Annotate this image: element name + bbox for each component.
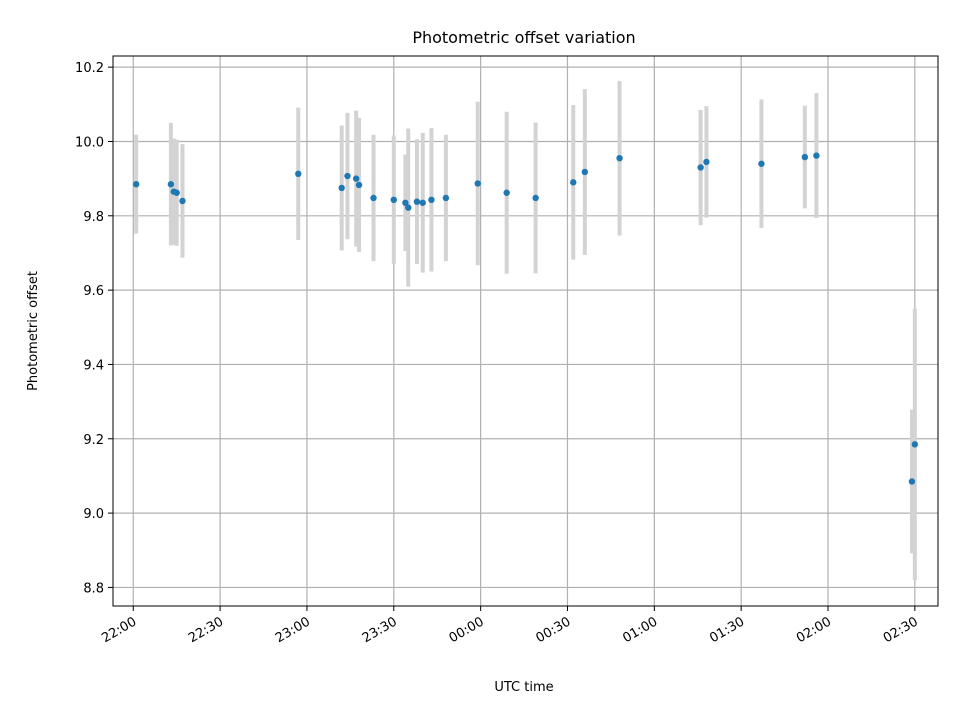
data-point: [370, 194, 377, 202]
data-point: [442, 194, 450, 202]
chart-title: Photometric offset variation: [412, 28, 635, 47]
x-axis-ticks: 22:00 22:30 23:00 23:30 00:00 00:30 01:00 01:30…: [99, 606, 921, 646]
data-point: [179, 197, 186, 205]
x-tick-label: 22:30: [186, 614, 226, 646]
y-tick-label: 10.0: [75, 135, 104, 150]
x-tick-label: 02:30: [881, 614, 921, 646]
data-point: [344, 172, 351, 180]
data-point: [413, 198, 421, 205]
data-point: [532, 194, 539, 202]
x-tick-label: 22:00: [99, 614, 139, 646]
y-tick-label: 9.8: [83, 210, 104, 225]
data-point: [581, 168, 589, 176]
x-tick-label: 01:00: [620, 614, 660, 646]
data-point: [173, 189, 180, 196]
data-point: [570, 179, 577, 186]
x-tick-label: 00:00: [447, 614, 487, 646]
data-point: [355, 181, 363, 189]
data-point: [703, 158, 710, 166]
data-point: [474, 180, 481, 187]
data-point: [390, 196, 397, 204]
y-tick-label: 9.6: [83, 284, 104, 299]
data-point: [295, 170, 302, 178]
plot-frame: [112, 55, 939, 607]
data-point: [908, 478, 916, 485]
data-point: [616, 154, 623, 162]
data-point: [428, 196, 435, 204]
y-tick-label: 9.2: [83, 433, 104, 448]
data-point: [352, 175, 360, 182]
y-axis-label: Photometric offset: [26, 271, 41, 391]
y-axis-ticks: 8.8 9.0 9.2 9.4 9.6 9.8 10.0 10.2: [75, 61, 113, 596]
data-point: [419, 199, 426, 206]
data-point: [758, 160, 765, 167]
data-point-layer: [132, 152, 919, 485]
data-point: [405, 204, 412, 211]
x-tick-label: 02:00: [794, 614, 834, 646]
x-tick-label: 23:00: [273, 614, 313, 646]
y-tick-label: 9.4: [83, 358, 104, 373]
data-point: [503, 189, 510, 196]
grid-layer: [113, 56, 938, 606]
data-point: [697, 164, 704, 171]
x-axis-label: UTC time: [494, 680, 553, 695]
data-point: [338, 184, 345, 192]
data-point: [801, 153, 809, 161]
data-point: [402, 199, 409, 206]
x-tick-label: 23:30: [360, 614, 400, 646]
data-point: [167, 181, 175, 188]
x-tick-label: 01:30: [707, 614, 747, 646]
data-point: [813, 152, 820, 159]
y-tick-label: 8.8: [83, 581, 104, 596]
data-point: [911, 441, 919, 448]
data-point: [132, 181, 140, 188]
x-tick-label: 00:30: [534, 614, 574, 646]
y-tick-label: 9.0: [83, 507, 104, 522]
error-bar-layer: [134, 80, 917, 580]
y-tick-label: 10.2: [75, 61, 104, 76]
